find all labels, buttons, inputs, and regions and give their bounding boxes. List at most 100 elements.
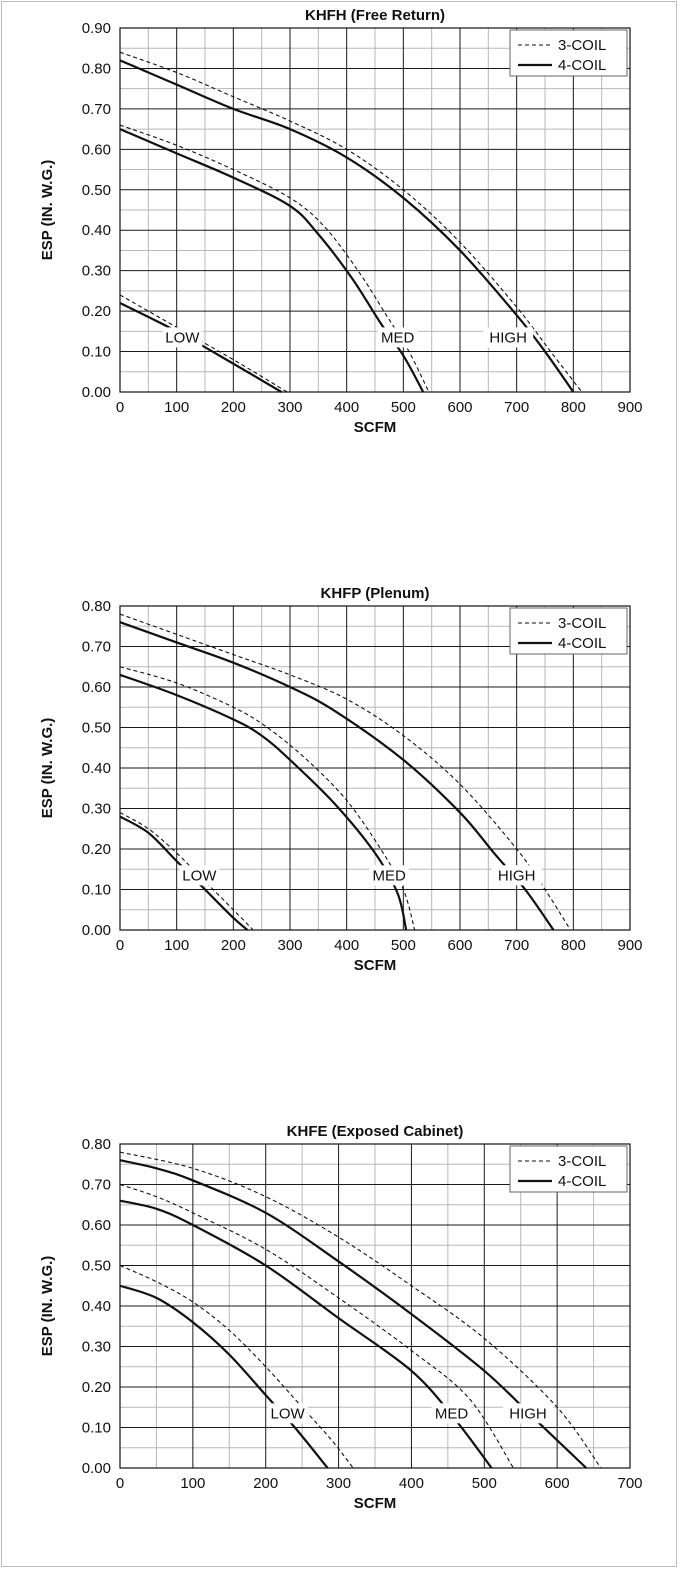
y-tick-label: 0.70 — [82, 101, 111, 118]
curve-label-background — [369, 865, 410, 886]
curve-label-background — [483, 327, 534, 348]
series-line-3-coil-med — [119, 124, 430, 393]
x-tick-label: 100 — [164, 399, 189, 416]
x-tick-label: 500 — [472, 1475, 497, 1492]
y-tick-label: 0.70 — [82, 1177, 111, 1194]
y-tick-label: 0.20 — [82, 303, 111, 320]
series-line-3-coil-low — [119, 812, 254, 931]
x-tick-label: 300 — [326, 1475, 351, 1492]
x-tick-label: 100 — [164, 937, 189, 954]
series-line-3-coil-high — [119, 1151, 602, 1469]
x-tick-label: 0 — [116, 399, 124, 416]
y-tick-label: 0.10 — [82, 882, 111, 899]
x-tick-label: 200 — [221, 399, 246, 416]
x-axis-label: SCFM — [354, 419, 397, 436]
x-tick-label: 700 — [504, 399, 529, 416]
y-tick-label: 0.80 — [82, 60, 111, 77]
x-tick-label: 400 — [334, 399, 359, 416]
curve-label-low: LOW — [270, 1405, 305, 1422]
y-tick-label: 0.50 — [82, 182, 111, 199]
curve-label-med: MED — [372, 867, 406, 884]
y-axis-label: ESP (IN. W.G.) — [39, 1256, 56, 1357]
curve-label-high: HIGH — [509, 1405, 547, 1422]
y-tick-label: 0.30 — [82, 263, 111, 280]
y-tick-label: 0.60 — [82, 679, 111, 696]
y-tick-label: 0.10 — [82, 344, 111, 361]
legend-entry-3-coil: 3-COIL — [558, 37, 606, 54]
series-line-4-coil-low — [119, 302, 283, 393]
curve-label-med: MED — [381, 329, 415, 346]
y-tick-label: 0.20 — [82, 841, 111, 858]
x-tick-label: 800 — [561, 399, 586, 416]
x-tick-label: 900 — [617, 399, 642, 416]
y-axis-label: ESP (IN. W.G.) — [39, 160, 56, 261]
curve-label-low: LOW — [165, 329, 200, 346]
y-tick-label: 0.80 — [82, 598, 111, 615]
x-tick-label: 400 — [399, 1475, 424, 1492]
y-axis-label: ESP (IN. W.G.) — [39, 718, 56, 819]
y-tick-label: 0.50 — [82, 1258, 111, 1275]
series-line-4-coil-med — [119, 128, 425, 393]
curve-label-background — [162, 327, 203, 348]
curve-label-background — [179, 865, 220, 886]
x-tick-label: 400 — [334, 937, 359, 954]
chart-title: KHFP (Plenum) — [321, 585, 430, 602]
y-tick-label: 0.00 — [82, 1460, 111, 1477]
x-tick-label: 600 — [447, 937, 472, 954]
curve-label-background — [491, 865, 542, 886]
series-line-3-coil-low — [119, 1264, 354, 1469]
curve-label-high: HIGH — [489, 329, 527, 346]
legend-entry-4-coil: 4-COIL — [558, 57, 606, 74]
y-tick-label: 0.60 — [82, 141, 111, 158]
y-tick-label: 0.80 — [82, 1136, 111, 1153]
legend-box — [509, 607, 628, 655]
y-tick-label: 0.30 — [82, 801, 111, 818]
x-tick-label: 500 — [391, 399, 416, 416]
y-tick-label: 0.20 — [82, 1379, 111, 1396]
x-tick-label: 300 — [277, 937, 302, 954]
x-axis-label: SCFM — [354, 1495, 397, 1512]
x-tick-label: 200 — [253, 1475, 278, 1492]
curve-label-background — [377, 327, 418, 348]
curve-label-low: LOW — [182, 867, 217, 884]
legend-box — [509, 29, 628, 77]
plot-area-border — [119, 605, 631, 931]
y-tick-label: 0.00 — [82, 922, 111, 939]
legend-entry-4-coil: 4-COIL — [558, 1173, 606, 1190]
x-tick-label: 0 — [116, 1475, 124, 1492]
y-tick-label: 0.10 — [82, 1420, 111, 1437]
x-tick-label: 300 — [277, 399, 302, 416]
chart-khfe: 0 100 200 300 400 500 600 700 0.00 0.10 0.20 0.30 0.… — [39, 1123, 643, 1512]
series-line-4-coil-med — [119, 673, 408, 931]
series-line-3-coil-high — [119, 51, 583, 393]
x-tick-label: 700 — [504, 937, 529, 954]
y-tick-label: 0.50 — [82, 720, 111, 737]
x-tick-label: 800 — [561, 937, 586, 954]
y-tick-label: 0.40 — [82, 1298, 111, 1315]
y-tick-label: 0.30 — [82, 1339, 111, 1356]
curve-label-background — [431, 1403, 472, 1424]
curve-label-high: HIGH — [498, 867, 536, 884]
legend-entry-4-coil: 4-COIL — [558, 635, 606, 652]
legend-box — [509, 1145, 628, 1193]
curve-label-background — [267, 1403, 308, 1424]
plot-area-border — [119, 27, 631, 393]
x-tick-label: 200 — [221, 937, 246, 954]
x-tick-label: 100 — [180, 1475, 205, 1492]
series-line-3-coil-med — [119, 666, 416, 931]
x-tick-label: 700 — [617, 1475, 642, 1492]
legend-entry-3-coil: 3-COIL — [558, 615, 606, 632]
x-tick-label: 600 — [447, 399, 472, 416]
x-axis-label: SCFM — [354, 957, 397, 974]
chart-title: KHFH (Free Return) — [305, 7, 445, 24]
y-tick-label: 0.40 — [82, 760, 111, 777]
y-tick-label: 0.90 — [82, 20, 111, 37]
x-tick-label: 900 — [617, 937, 642, 954]
chart-title: KHFE (Exposed Cabinet) — [287, 1123, 464, 1140]
chart-khfp: 0 100 200 300 400 500 600 700 800 900 0.00 0.10 0.20… — [39, 585, 643, 974]
plot-area-border — [119, 1143, 631, 1469]
curve-label-med: MED — [435, 1405, 469, 1422]
y-tick-label: 0.40 — [82, 222, 111, 239]
x-tick-label: 600 — [545, 1475, 570, 1492]
